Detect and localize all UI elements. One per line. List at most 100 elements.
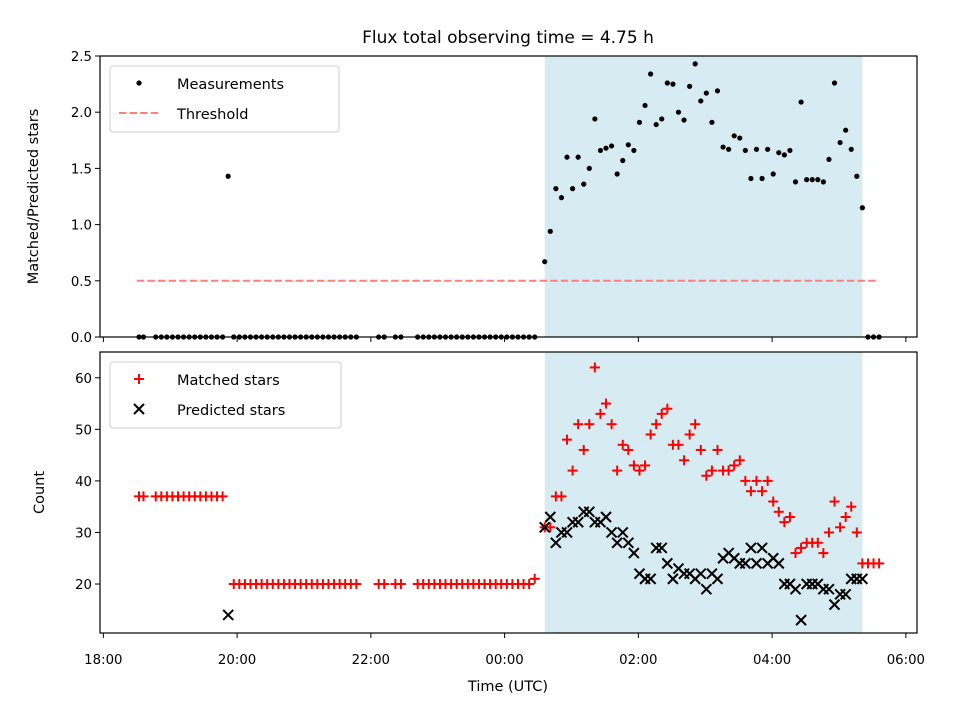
measurement-point — [603, 145, 609, 151]
measurement-point — [670, 81, 676, 87]
chart-title: Flux total observing time = 4.75 h — [362, 28, 654, 48]
predicted-star-point — [611, 537, 623, 549]
predicted-star-point-b — [583, 506, 596, 518]
predicted-star-point-b — [539, 521, 551, 534]
predicted-star-point-b — [773, 557, 785, 570]
predicted-star-point-b — [695, 567, 707, 580]
matched-star-point — [217, 491, 228, 502]
measurement-point — [648, 71, 654, 77]
predicted-star-point-b — [222, 609, 234, 621]
matched-star-point — [745, 486, 756, 497]
predicted-star-point — [550, 537, 562, 549]
matched-star-point — [851, 527, 862, 538]
bottom-axes-frame — [99, 351, 918, 634]
predicted-star-point — [745, 542, 757, 554]
bottom-legend: Matched stars Predicted stars — [109, 361, 342, 429]
matched-star-point — [628, 460, 639, 471]
matched-star-point — [379, 579, 390, 590]
legend-predicted-label: Predicted stars — [177, 403, 285, 419]
legend-measurements-marker — [136, 80, 142, 86]
predicted-star-point-b — [823, 583, 835, 595]
matched-star-point — [818, 548, 829, 559]
matched-star-point — [757, 486, 768, 497]
y-tick-label: 2.5 — [71, 50, 92, 65]
predicted-star-point-b — [767, 552, 779, 564]
matched-star-point — [578, 444, 589, 455]
predicted-star-point-b — [628, 547, 640, 559]
measurement-point — [731, 133, 737, 139]
measurement-point — [681, 117, 687, 123]
predicted-star-point-b — [711, 573, 724, 585]
measurement-point — [843, 127, 849, 133]
predicted-star-point — [617, 526, 629, 539]
matched-star-point — [679, 455, 690, 466]
measurement-point — [597, 147, 604, 154]
matched-star-point — [617, 439, 628, 450]
predicted-star-point — [695, 567, 707, 580]
legend-predicted-marker — [133, 403, 145, 415]
top-y-axis-label: Matched/Predicted stars — [26, 109, 42, 285]
predicted-star-point — [839, 588, 852, 601]
measurement-point — [815, 177, 821, 183]
matched-star-point — [138, 491, 149, 502]
predicted-star-point — [856, 573, 869, 585]
y-tick-label: 60 — [75, 372, 92, 387]
predicted-star-point-b — [572, 516, 584, 528]
top-y-ticks: 0.0 0.5 1.0 1.5 2.0 2.5 — [71, 50, 100, 346]
predicted-star-point-b — [828, 598, 841, 611]
predicted-star-point — [572, 516, 584, 528]
measurement-point — [826, 156, 832, 163]
y-tick-label: 0.0 — [71, 331, 92, 346]
measurement-point — [659, 116, 665, 122]
top-legend-box — [109, 65, 340, 133]
measurement-point — [642, 102, 648, 109]
measurement-point — [703, 90, 709, 96]
predicted-star-point — [828, 598, 841, 611]
legend-matched-marker — [134, 374, 144, 384]
matched-star-point — [395, 579, 406, 590]
measurement-point — [792, 179, 799, 185]
y-tick-label: 1.0 — [71, 219, 92, 234]
top-x-ticks — [102, 337, 907, 342]
bottom-panel: 20 30 40 50 60 18:00 20:00 22:00 00:00 02:00 04:0… — [32, 351, 925, 695]
predicted-star-point — [656, 542, 668, 554]
matched-star-point — [673, 439, 684, 450]
legend-plus — [134, 374, 144, 384]
measurement-point — [586, 165, 592, 171]
predicted-star-point-b — [784, 578, 796, 590]
predicted-star-point-b — [789, 583, 802, 595]
measurement-point — [564, 154, 570, 160]
matched-star-point — [846, 501, 857, 512]
measurement-point — [726, 146, 732, 152]
measurement-point — [820, 179, 826, 185]
predicted-star-point-b — [812, 578, 824, 590]
x-tick-label: 00:00 — [485, 653, 523, 668]
bottom-y-axis-label: Count — [32, 471, 48, 514]
matched-star-point — [829, 496, 840, 507]
predicted-star-point — [583, 506, 596, 518]
top-panel: 0.0 0.5 1.0 1.5 2.0 2.5 Matched/Predicted sta… — [26, 50, 918, 346]
predicted-star-point — [222, 609, 234, 621]
top-legend: Measurements Threshold — [109, 65, 340, 133]
matched-star-point — [690, 419, 701, 430]
measurement-point — [831, 80, 838, 86]
matched-star-point — [656, 408, 667, 419]
matched-star-point — [567, 465, 578, 476]
matched-star-point — [812, 537, 823, 548]
x-tick-label: 02:00 — [619, 653, 657, 668]
bottom-legend-box — [109, 361, 342, 429]
matched-star-point — [351, 579, 362, 590]
measurement-point — [720, 144, 726, 150]
matched-star-point — [634, 465, 645, 476]
predicted-star-point — [700, 583, 713, 595]
measurement-point — [776, 150, 782, 156]
measurement-point — [765, 146, 771, 152]
matched-star-point — [740, 475, 751, 486]
matched-star-point — [601, 398, 612, 409]
measurement-point — [569, 186, 576, 192]
x-tick-label: 04:00 — [753, 653, 791, 668]
measurement-point — [653, 121, 659, 128]
count-points — [134, 362, 885, 626]
measurement-point — [798, 99, 804, 105]
